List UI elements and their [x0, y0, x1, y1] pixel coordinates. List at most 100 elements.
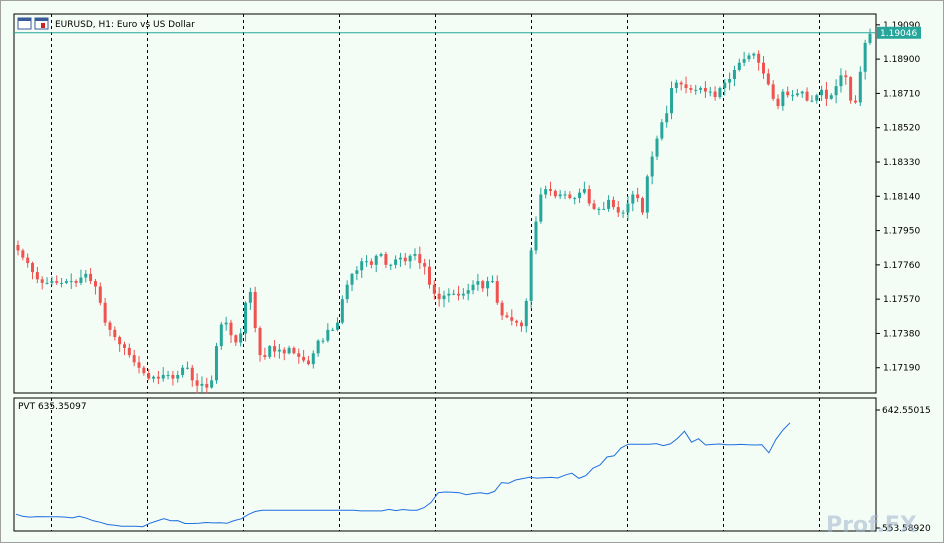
y-tick-label: 1.17570: [883, 295, 920, 305]
candle-body: [510, 317, 514, 321]
candle-body: [355, 270, 359, 274]
candle-body: [602, 208, 606, 210]
y-tick-label: 1.18710: [883, 89, 920, 99]
candle-body: [365, 261, 369, 263]
candle-body: [573, 198, 577, 200]
candle-body: [490, 281, 494, 283]
candle-body: [195, 380, 199, 386]
candle-body: [374, 255, 378, 265]
current-price-tag: [877, 26, 921, 39]
candle-body: [413, 254, 417, 256]
candle-body: [849, 77, 853, 101]
candle-body: [820, 89, 824, 96]
chart-window-icon: [17, 17, 49, 30]
candle-body: [578, 192, 582, 199]
indicator-axis-bottom: 553.58920: [882, 524, 931, 534]
candle-body: [147, 373, 151, 379]
candle-body: [839, 75, 843, 87]
candle-body: [369, 261, 373, 265]
candle-body: [181, 367, 185, 375]
candle-body: [495, 281, 499, 303]
candle-body: [853, 100, 857, 103]
current-price-label: 1.19046: [880, 29, 917, 39]
candle-body: [805, 91, 809, 101]
candle-body: [771, 84, 775, 99]
candle-body: [282, 349, 286, 354]
candle-body: [611, 199, 615, 208]
candle-body: [219, 324, 223, 347]
candle-body: [89, 273, 93, 282]
candle-body: [476, 281, 480, 285]
candle-body: [636, 194, 640, 199]
icon-accent: [41, 23, 45, 28]
candle-body: [713, 91, 717, 98]
candle-body: [432, 284, 436, 294]
candle-body: [16, 245, 20, 251]
candle-body: [311, 353, 315, 365]
candle-body: [582, 189, 586, 193]
candle-body: [69, 281, 73, 283]
candle-body: [781, 91, 785, 107]
candle-body: [607, 199, 611, 209]
candle-body: [316, 340, 320, 354]
candle-body: [142, 367, 146, 374]
candle-body: [742, 59, 746, 63]
candle-body: [539, 194, 543, 222]
candle-body: [258, 328, 262, 356]
candle-body: [529, 250, 533, 301]
candle-body: [568, 194, 572, 199]
candle-body: [524, 300, 528, 327]
icon-titlebar: [18, 18, 31, 21]
candle-body: [408, 255, 412, 262]
chart-title: EURUSD, H1: Euro vs US Dollar: [55, 20, 195, 30]
candle-body: [277, 349, 281, 352]
candle-body: [670, 87, 674, 114]
candle-body: [331, 329, 335, 331]
candle-body: [360, 261, 364, 271]
indicator-panel-border: [13, 397, 877, 532]
watermark-logo: Prof.FX: [826, 513, 917, 538]
candle-body: [834, 86, 838, 96]
candle-body: [229, 322, 233, 336]
candle-body: [64, 281, 68, 283]
candle-body: [645, 176, 649, 213]
candle-body: [74, 281, 78, 283]
candle-body: [79, 277, 83, 283]
candle-body: [466, 290, 470, 294]
y-tick-label: 1.19090: [883, 21, 920, 31]
candle-body: [108, 322, 112, 330]
candle-body: [389, 264, 393, 266]
candle-body: [486, 281, 490, 289]
candle-body: [26, 257, 30, 264]
candle-body: [795, 93, 799, 96]
candle-body: [699, 87, 703, 90]
candle-body: [55, 281, 59, 283]
candle-body: [762, 62, 765, 74]
candle-body: [427, 266, 431, 285]
candle-body: [776, 98, 780, 107]
candle-body: [205, 383, 209, 388]
candle-body: [273, 346, 277, 352]
icon-titlebar-2: [35, 18, 48, 21]
candle-body: [824, 89, 828, 99]
candle-body: [123, 344, 126, 348]
candle-body: [292, 347, 296, 354]
y-tick-label: 1.17380: [883, 329, 920, 339]
candle-body: [321, 340, 325, 342]
candle-body: [326, 329, 330, 341]
candle-body: [519, 322, 523, 327]
candle-body: [718, 87, 722, 98]
candle-body: [786, 91, 790, 96]
candle-body: [398, 257, 402, 260]
candle-body: [379, 254, 383, 256]
indicator-label: PVT 635.35097: [18, 402, 87, 412]
candle-body: [689, 87, 693, 90]
candle-body: [858, 71, 862, 103]
candle-body: [437, 293, 441, 300]
candle-body: [737, 62, 741, 70]
y-tick-label: 1.18900: [883, 55, 920, 65]
candle-body: [616, 207, 620, 213]
candle-body: [655, 138, 659, 157]
